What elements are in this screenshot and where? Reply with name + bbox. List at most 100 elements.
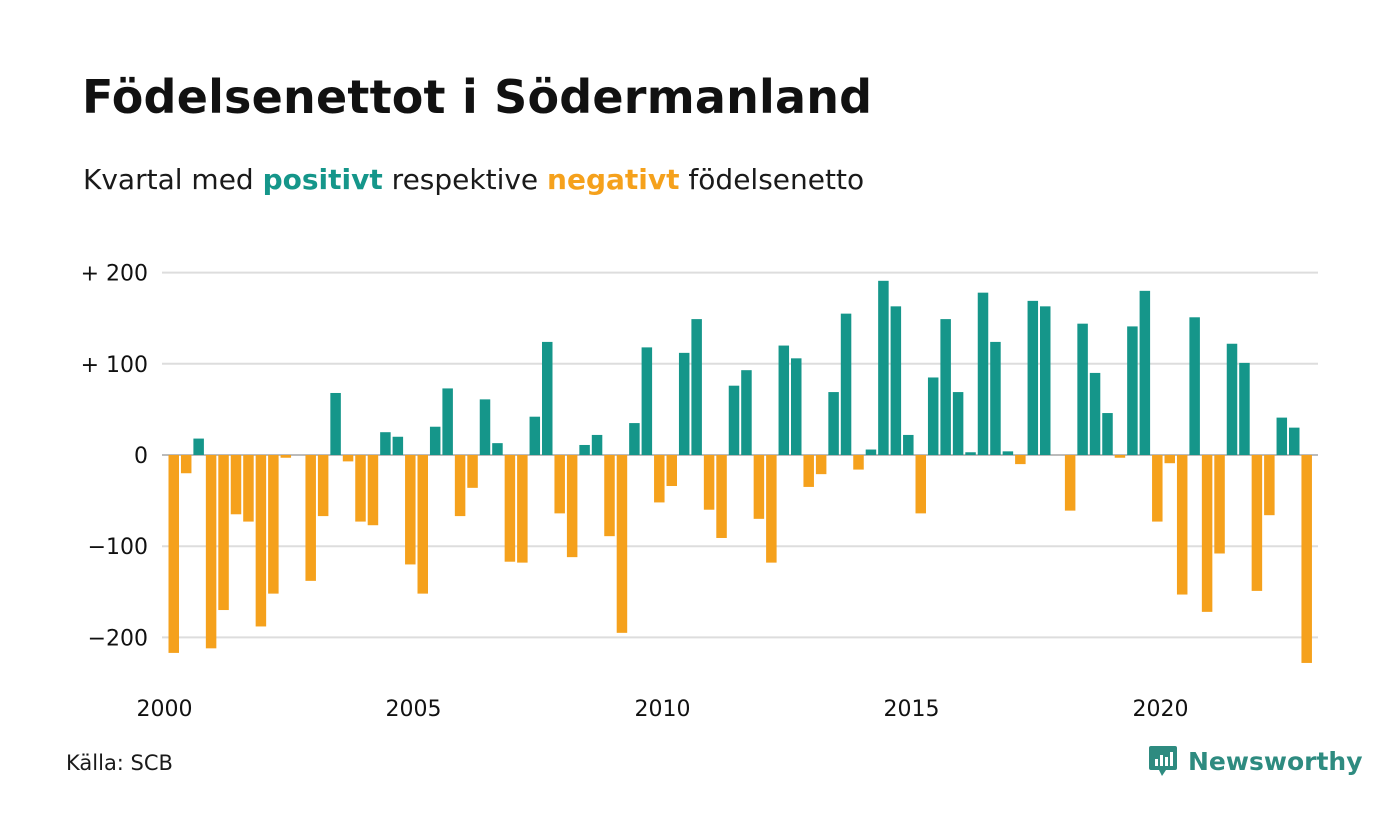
- bar-negative: [467, 455, 478, 488]
- x-tick-label: 2005: [386, 697, 442, 722]
- bar-negative: [604, 455, 615, 537]
- bar-positive: [579, 444, 590, 455]
- subtitle-prefix: Kvartal med: [83, 163, 263, 196]
- bar-negative: [703, 455, 715, 510]
- bar-positive: [952, 392, 964, 455]
- bar-negative: [1114, 455, 1126, 458]
- bar-positive: [828, 392, 839, 455]
- bar-negative: [367, 455, 379, 526]
- bar-positive: [442, 388, 453, 455]
- bar-positive: [741, 370, 752, 455]
- bar-negative: [566, 455, 578, 558]
- bar-positive: [1289, 427, 1300, 455]
- bar-positive: [1226, 343, 1238, 455]
- bar-positive: [865, 449, 877, 455]
- bar-positive: [977, 292, 989, 455]
- bar-negative: [853, 455, 864, 470]
- bar-positive: [1276, 417, 1288, 455]
- bar-negative: [205, 455, 217, 649]
- bar-negative: [1301, 455, 1312, 663]
- chart-subtitle: Kvartal med positivt respektive negativt…: [83, 163, 864, 196]
- bar-negative: [504, 455, 516, 562]
- bar-negative: [753, 455, 765, 519]
- bar-negative: [716, 455, 727, 538]
- bar-chart: + 200 + 100 0 −100 −200 2000 2005 2010 2015 2020: [81, 262, 1318, 722]
- bar-negative: [815, 455, 827, 475]
- bar-negative: [342, 455, 354, 462]
- bar-negative: [915, 455, 926, 514]
- bar-positive: [1077, 323, 1088, 455]
- bar-negative: [317, 455, 329, 517]
- bar-positive: [890, 306, 902, 455]
- bar-positive: [940, 319, 951, 455]
- y-tick-label: 0: [134, 444, 148, 469]
- bars: [168, 280, 1312, 663]
- bar-negative: [1251, 455, 1263, 591]
- bar-positive: [840, 313, 852, 455]
- subtitle-middle: respektive: [382, 163, 548, 196]
- bar-negative: [230, 455, 242, 515]
- bar-negative: [1264, 455, 1275, 516]
- bar-positive: [1002, 451, 1014, 455]
- bar-negative: [1164, 455, 1175, 464]
- bar-negative: [268, 455, 279, 594]
- bar-negative: [803, 455, 814, 487]
- subtitle-negative: negativt: [547, 163, 680, 196]
- y-axis-ticks: + 200 + 100 0 −100 −200: [81, 262, 148, 652]
- bar-negative: [280, 455, 292, 458]
- bar-positive: [1239, 362, 1250, 455]
- bar-positive: [1027, 300, 1039, 455]
- bar-positive: [1040, 306, 1051, 455]
- bar-positive: [678, 352, 690, 455]
- bar-positive: [1089, 372, 1101, 455]
- bar-negative: [616, 455, 628, 633]
- bar-positive: [1102, 413, 1113, 455]
- bar-positive: [1189, 317, 1200, 455]
- y-tick-label: + 100: [81, 353, 148, 378]
- subtitle-suffix: födelsenetto: [679, 163, 865, 196]
- bar-positive: [791, 358, 802, 455]
- bar-negative: [305, 455, 316, 581]
- grid-lines: [162, 271, 1318, 639]
- bar-negative: [417, 455, 428, 594]
- bar-negative: [1152, 455, 1163, 522]
- bar-negative: [517, 455, 528, 563]
- x-axis-ticks: 2000 2005 2010 2015 2020: [137, 697, 1189, 722]
- bar-negative: [1214, 455, 1225, 554]
- bar-positive: [529, 416, 541, 455]
- x-tick-label: 2000: [137, 697, 193, 722]
- bar-negative: [168, 455, 179, 653]
- source-note: Källa: SCB: [66, 751, 173, 775]
- bar-positive: [878, 280, 889, 455]
- bar-negative: [1176, 455, 1188, 595]
- bar-positive: [927, 377, 939, 455]
- subtitle-positive: positivt: [262, 163, 383, 196]
- x-tick-label: 2010: [635, 697, 691, 722]
- bar-positive: [429, 426, 441, 455]
- bar-negative: [218, 455, 229, 611]
- bar-negative: [766, 455, 777, 563]
- bar-positive: [965, 452, 976, 455]
- bar-negative: [405, 455, 416, 565]
- bar-positive: [728, 385, 740, 455]
- bar-positive: [392, 436, 404, 455]
- bar-positive: [629, 423, 640, 455]
- x-tick-label: 2015: [884, 697, 940, 722]
- x-tick-label: 2020: [1133, 697, 1189, 722]
- bar-negative: [1201, 455, 1213, 612]
- bar-positive: [330, 392, 341, 455]
- bar-negative: [666, 455, 677, 487]
- y-tick-label: −100: [88, 535, 148, 560]
- bar-negative: [554, 455, 565, 514]
- y-tick-label: −200: [88, 626, 148, 651]
- brand-name: Newsworthy: [1188, 746, 1363, 776]
- bar-positive: [641, 347, 653, 455]
- bar-positive: [591, 434, 603, 455]
- chart-title: Födelsenettot i Södermanland: [82, 70, 873, 124]
- bar-negative: [1064, 455, 1076, 511]
- bar-negative: [654, 455, 665, 503]
- brand: Newsworthy: [1148, 744, 1363, 778]
- y-tick-label: + 200: [81, 262, 148, 287]
- bar-positive: [903, 434, 914, 455]
- bar-positive: [1127, 326, 1138, 455]
